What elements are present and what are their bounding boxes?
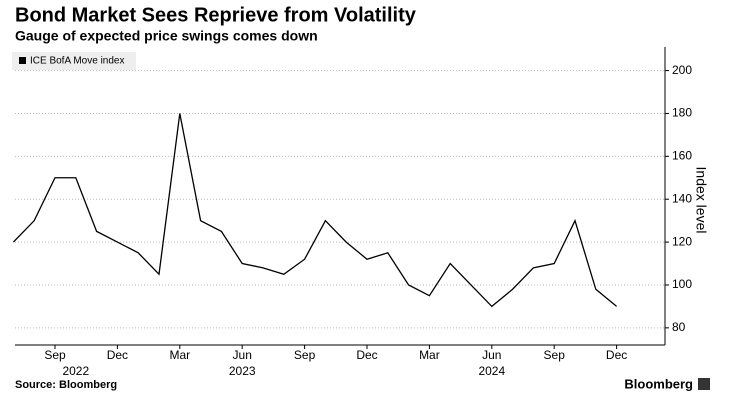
source: Source: Bloomberg <box>15 379 117 391</box>
y-tick-label: 120 <box>672 234 692 248</box>
x-tick-label: Dec <box>606 348 627 362</box>
legend-label: ICE BofA Move index <box>30 56 125 67</box>
y-tick-label: 100 <box>672 277 692 291</box>
brand-icon <box>698 378 710 390</box>
brand: Bloomberg <box>624 376 693 391</box>
x-tick-label: Sep <box>544 348 566 362</box>
x-year-label: 2023 <box>229 364 256 378</box>
y-tick-label: 160 <box>672 149 692 163</box>
y-axis-label: Index level <box>693 167 709 234</box>
legend-box <box>12 52 136 70</box>
x-tick-label: Dec <box>356 348 377 362</box>
x-year-label: 2022 <box>62 364 89 378</box>
x-tick-label: Dec <box>107 348 128 362</box>
y-tick-label: 80 <box>672 320 686 334</box>
y-tick-label: 140 <box>672 191 692 205</box>
x-tick-label: Jun <box>233 348 252 362</box>
y-tick-label: 180 <box>672 106 692 120</box>
y-tick-label: 200 <box>672 63 692 77</box>
legend-swatch <box>19 57 26 64</box>
series-line <box>12 113 618 308</box>
x-tick-label: Sep <box>44 348 66 362</box>
x-tick-label: Mar <box>419 348 440 362</box>
x-tick-label: Sep <box>294 348 316 362</box>
x-tick-label: Mar <box>169 348 190 362</box>
x-tick-label: Jun <box>482 348 501 362</box>
chart-subtitle: Gauge of expected price swings comes dow… <box>15 28 318 44</box>
chart-title: Bond Market Sees Reprieve from Volatilit… <box>15 4 417 26</box>
x-year-label: 2024 <box>478 364 505 378</box>
